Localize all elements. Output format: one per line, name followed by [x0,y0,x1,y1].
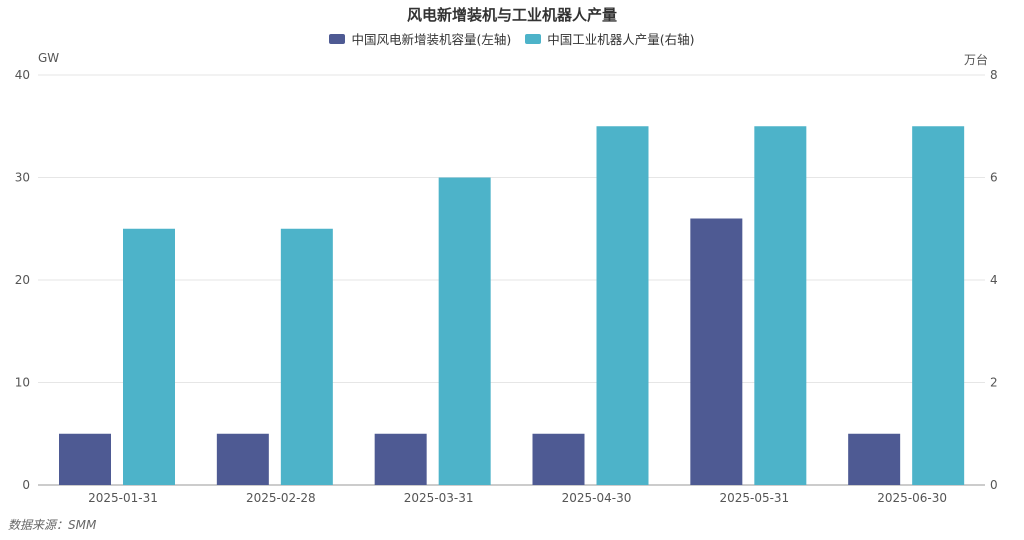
x-tick-label: 2025-01-31 [88,491,158,505]
right-tick-label: 0 [990,478,998,492]
legend-swatch-robot [525,33,542,44]
legend-swatch-wind [329,33,346,44]
right-tick-label: 4 [990,273,998,287]
legend-label-robot: 中国工业机器人产量(右轴) [547,32,695,47]
legend-item-wind[interactable]: 中国风电新增装机容量(左轴) [329,29,511,48]
bar-robot [596,126,649,485]
bar-wind [848,433,901,485]
chart-legend: 中国风电新增装机容量(左轴) 中国工业机器人产量(右轴) [0,29,1024,48]
bar-robot [123,228,175,485]
legend-label-wind: 中国风电新增装机容量(左轴) [351,32,512,47]
x-tick-label: 2025-05-31 [719,491,789,505]
left-tick-label: 20 [15,273,30,287]
x-tick-label: 2025-06-30 [877,491,947,505]
bar-robot [754,126,807,485]
x-tick-label: 2025-04-30 [562,491,632,505]
bar-robot [912,126,965,485]
left-tick-label: 30 [15,171,30,185]
bar-wind [216,433,269,485]
bar-robot [438,177,491,485]
legend-item-robot[interactable]: 中国工业机器人产量(右轴) [525,29,695,48]
bar-robot [280,228,333,485]
right-tick-label: 8 [990,68,998,82]
x-tick-label: 2025-03-31 [404,491,474,505]
left-tick-label: 0 [22,478,30,492]
bar-wind [59,433,111,485]
right-axis-unit: 万台 [963,53,988,67]
left-tick-label: 10 [15,376,30,390]
left-tick-label: 40 [15,68,30,82]
bar-wind [690,218,743,485]
left-axis-unit: GW [38,51,60,65]
x-tick-label: 2025-02-28 [246,491,316,505]
chart-title: 风电新增装机与工业机器人产量 [406,6,617,24]
right-tick-label: 2 [990,376,998,390]
bar-wind [374,433,427,485]
source-note: 数据来源：SMM [8,518,97,532]
bar-wind [532,433,585,485]
right-tick-label: 6 [990,171,998,185]
